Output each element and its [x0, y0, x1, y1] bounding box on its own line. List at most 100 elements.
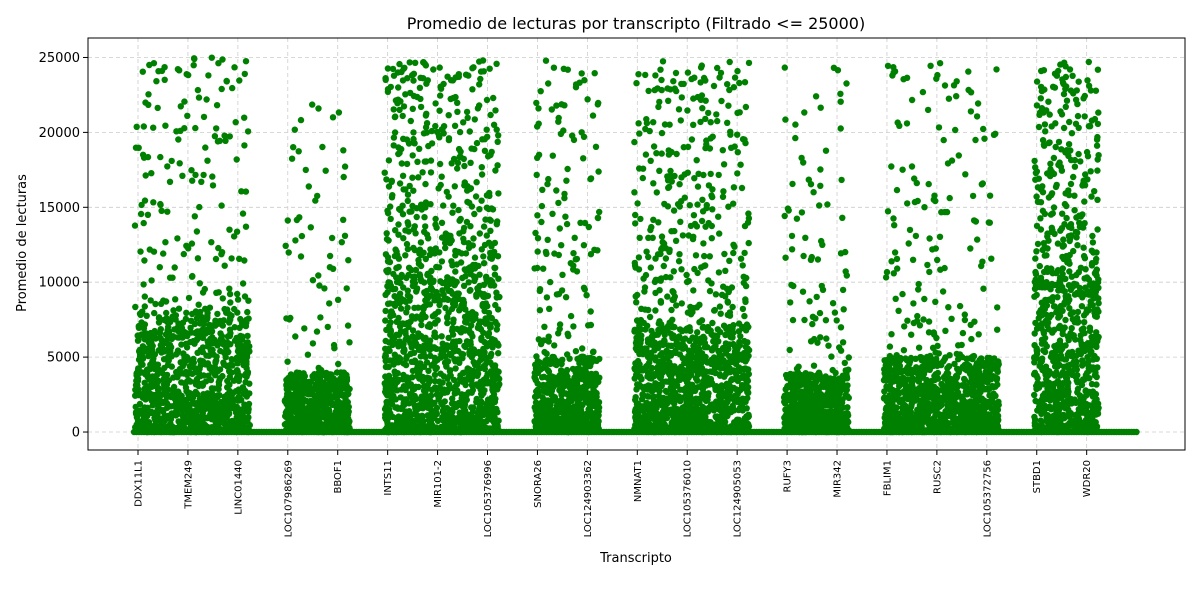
- data-point: [200, 171, 207, 179]
- data-point: [468, 389, 475, 396]
- data-point: [445, 309, 452, 316]
- data-point: [553, 102, 560, 109]
- data-point: [188, 329, 195, 336]
- data-point: [316, 414, 324, 421]
- data-point: [422, 223, 429, 230]
- data-point: [409, 202, 416, 210]
- data-point: [179, 172, 186, 179]
- data-point: [325, 381, 332, 388]
- data-point: [143, 312, 150, 319]
- data-point: [553, 187, 560, 194]
- data-point: [487, 111, 494, 119]
- data-point: [419, 169, 426, 176]
- data-point: [192, 124, 199, 132]
- data-point: [595, 99, 602, 107]
- data-point: [161, 76, 168, 84]
- data-point: [386, 357, 394, 364]
- data-point: [467, 223, 474, 230]
- data-point: [164, 208, 171, 215]
- data-point: [579, 345, 586, 352]
- data-point: [432, 215, 439, 223]
- data-point: [580, 242, 588, 249]
- data-point: [144, 211, 152, 218]
- data-point: [547, 422, 554, 429]
- data-point: [214, 310, 221, 318]
- data-point: [190, 61, 197, 69]
- data-point: [399, 77, 407, 84]
- data-point: [442, 244, 449, 252]
- data-point: [470, 370, 477, 378]
- data-point: [454, 165, 461, 172]
- data-point: [338, 239, 345, 246]
- data-point: [485, 152, 493, 159]
- data-point: [175, 136, 182, 143]
- data-point: [400, 284, 407, 291]
- data-point: [194, 255, 202, 262]
- data-point: [567, 312, 575, 320]
- data-point: [387, 203, 394, 210]
- data-point: [560, 127, 567, 134]
- data-point: [410, 70, 418, 78]
- data-point: [480, 260, 488, 267]
- data-point: [315, 105, 322, 112]
- data-point: [467, 159, 474, 166]
- data-point: [476, 81, 483, 88]
- data-point: [494, 422, 501, 429]
- data-point: [403, 334, 410, 341]
- data-point: [403, 424, 410, 432]
- data-point: [471, 254, 479, 261]
- data-point: [328, 393, 335, 400]
- data-point: [562, 294, 570, 301]
- data-point: [169, 313, 176, 320]
- data-point: [307, 424, 314, 431]
- data-point: [451, 302, 459, 309]
- data-point: [236, 77, 243, 84]
- data-point: [586, 375, 593, 382]
- data-point: [589, 416, 596, 423]
- data-point: [237, 342, 245, 349]
- data-point: [409, 152, 416, 159]
- data-point: [385, 157, 393, 164]
- data-point: [343, 285, 350, 292]
- data-point: [491, 271, 499, 278]
- data-point: [440, 373, 448, 380]
- data-point: [409, 418, 417, 425]
- data-point: [412, 427, 419, 434]
- data-point: [489, 373, 497, 381]
- data-point: [386, 347, 393, 354]
- data-point: [239, 384, 247, 391]
- data-point: [194, 390, 201, 398]
- data-point: [447, 414, 454, 421]
- data-point: [182, 368, 190, 376]
- data-point: [155, 314, 163, 321]
- data-point: [160, 375, 168, 382]
- data-point: [384, 300, 392, 307]
- data-point: [560, 65, 567, 73]
- data-point: [399, 202, 406, 209]
- data-point: [431, 371, 439, 379]
- data-point: [416, 84, 424, 92]
- data-point: [410, 129, 417, 136]
- data-point: [555, 199, 562, 207]
- data-point: [413, 286, 420, 293]
- data-point: [476, 230, 483, 237]
- data-point: [583, 292, 590, 299]
- data-point: [416, 145, 423, 152]
- data-point: [464, 114, 471, 122]
- data-point: [390, 379, 398, 386]
- data-point: [140, 123, 147, 130]
- data-point: [458, 250, 465, 257]
- data-point: [162, 239, 169, 246]
- data-point: [156, 400, 163, 407]
- data-point: [289, 378, 296, 385]
- data-point: [481, 361, 489, 369]
- data-point: [309, 277, 317, 284]
- data-point: [208, 54, 215, 61]
- data-point: [199, 289, 207, 296]
- data-point: [403, 160, 411, 168]
- data-point: [189, 394, 197, 401]
- data-point: [133, 372, 140, 379]
- data-point: [438, 173, 445, 180]
- data-point: [714, 326, 721, 333]
- data-point: [234, 360, 241, 367]
